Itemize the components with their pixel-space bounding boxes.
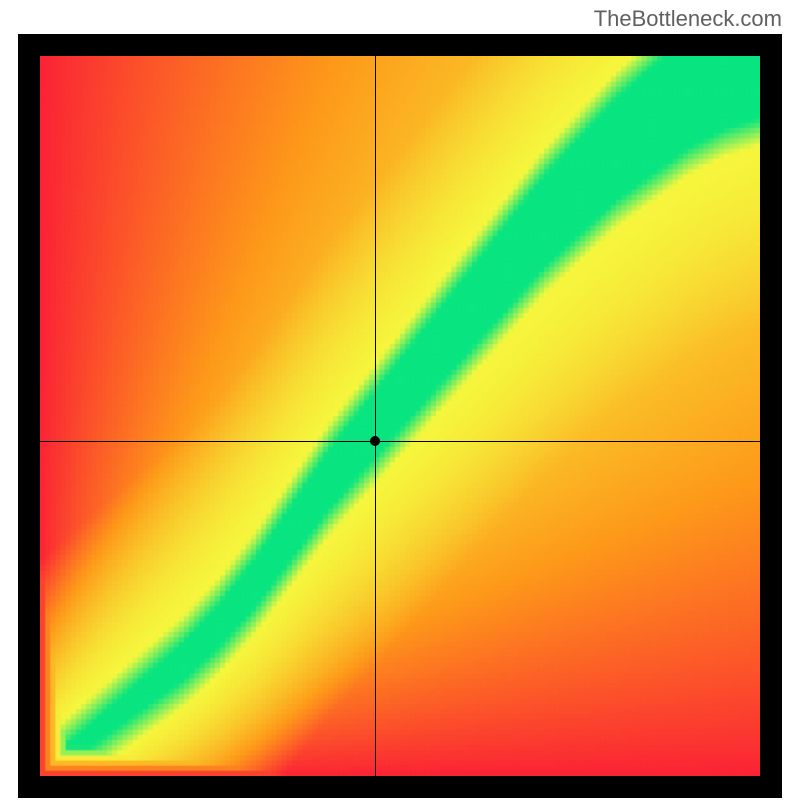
crosshair-horizontal	[40, 441, 760, 442]
crosshair-vertical	[375, 56, 376, 776]
chart-frame	[18, 34, 782, 798]
watermark-text: TheBottleneck.com	[594, 6, 782, 32]
bottleneck-heatmap	[40, 56, 760, 776]
crosshair-marker	[370, 436, 380, 446]
